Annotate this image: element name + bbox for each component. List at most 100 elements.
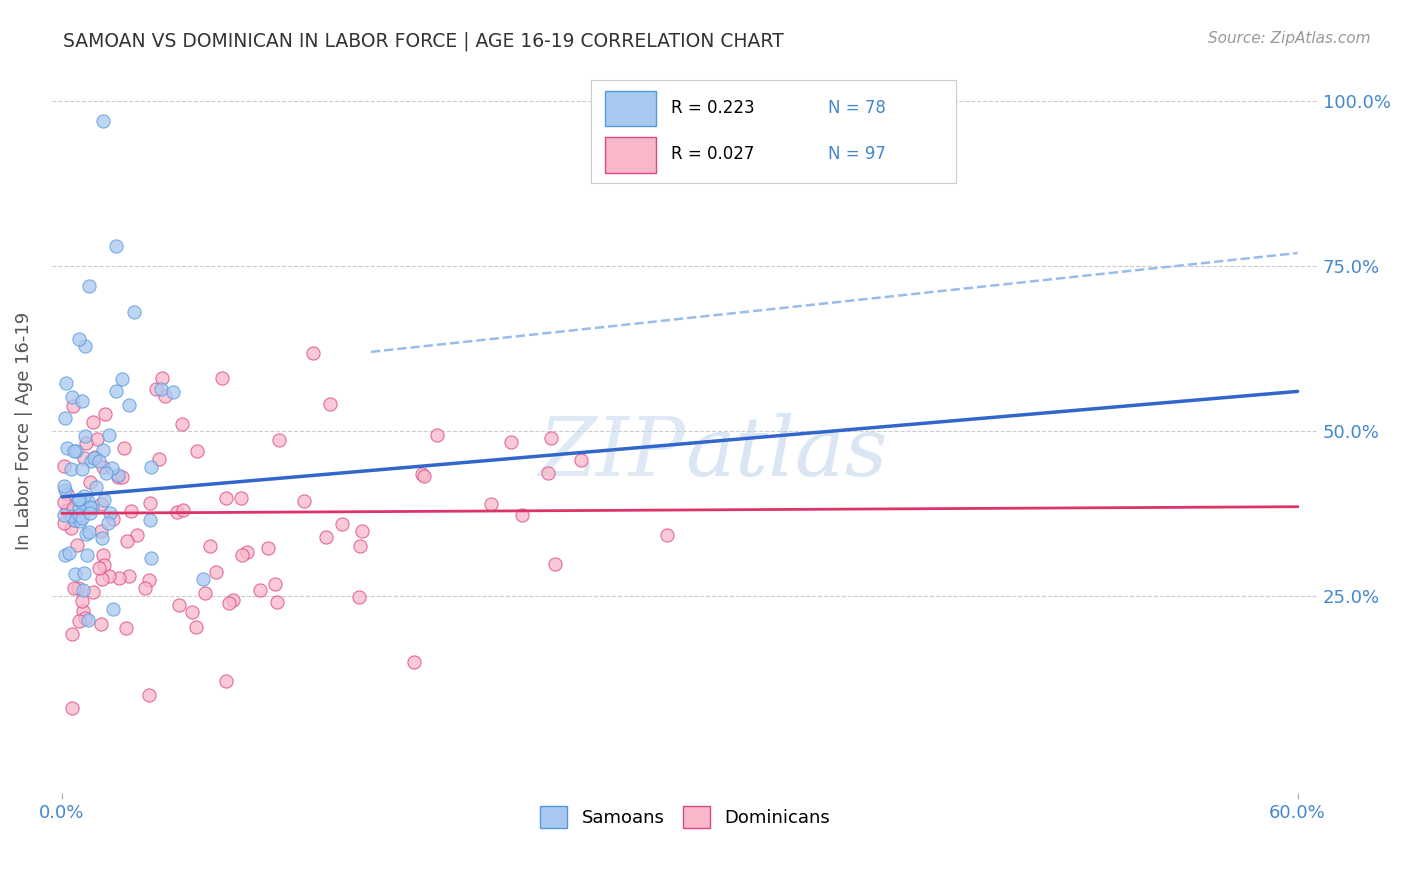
Point	[75, 526, 97, 541]
Point	[537, 466, 560, 480]
Point	[82, 584, 104, 599]
Point	[62, 513, 84, 527]
Point	[499, 435, 522, 450]
Point	[75, 429, 97, 443]
Point	[347, 590, 370, 604]
Point	[63, 581, 86, 595]
Point	[53, 479, 76, 493]
Point	[73, 339, 96, 353]
Point	[139, 551, 162, 566]
Point	[75, 435, 97, 450]
Point	[93, 407, 115, 421]
Point	[80, 454, 103, 468]
Point	[267, 433, 290, 447]
Point	[162, 385, 184, 400]
Point	[186, 444, 208, 458]
Point	[91, 443, 114, 458]
Point	[62, 400, 84, 414]
Point	[249, 582, 271, 597]
Point	[79, 500, 101, 514]
Point	[97, 516, 120, 530]
Point	[53, 508, 76, 523]
Point	[292, 493, 315, 508]
Point	[63, 567, 86, 582]
Point	[205, 566, 228, 580]
Point	[63, 444, 86, 458]
Text: R = 0.027: R = 0.027	[671, 145, 754, 163]
Point	[301, 346, 323, 360]
Point	[139, 513, 162, 527]
Point	[319, 396, 342, 410]
Point	[150, 382, 173, 396]
Point	[412, 469, 434, 483]
Point	[90, 531, 112, 545]
Point	[67, 508, 90, 522]
Point	[83, 450, 105, 465]
Point	[90, 497, 112, 511]
Point	[91, 548, 114, 562]
Point	[655, 528, 678, 542]
Point	[145, 382, 167, 396]
Text: ZIP: ZIP	[538, 413, 685, 492]
Point	[73, 611, 96, 625]
Text: R = 0.223: R = 0.223	[671, 99, 755, 117]
Point	[544, 558, 567, 572]
Point	[67, 501, 90, 516]
Point	[72, 462, 94, 476]
Point	[98, 428, 121, 442]
Point	[73, 450, 96, 465]
Point	[67, 491, 90, 506]
Point	[79, 475, 101, 489]
Point	[139, 460, 162, 475]
Point	[112, 442, 135, 456]
Point	[101, 460, 124, 475]
Point	[117, 534, 139, 549]
Point	[70, 594, 93, 608]
Point	[98, 506, 121, 520]
Text: N = 78: N = 78	[828, 99, 886, 117]
Point	[67, 581, 90, 595]
Point	[118, 569, 141, 583]
Point	[53, 516, 76, 530]
Text: atlas: atlas	[685, 413, 887, 492]
Point	[266, 595, 288, 609]
Legend: Samoans, Dominicans: Samoans, Dominicans	[533, 798, 837, 835]
Point	[73, 489, 96, 503]
Point	[82, 416, 104, 430]
Point	[59, 461, 82, 475]
Point	[139, 496, 162, 510]
Point	[193, 572, 215, 586]
Point	[55, 487, 77, 501]
Point	[235, 545, 257, 559]
Point	[569, 453, 592, 467]
Point	[90, 524, 112, 539]
Point	[72, 497, 94, 511]
Point	[76, 549, 98, 563]
Point	[62, 501, 84, 516]
Point	[60, 627, 83, 641]
Point	[101, 512, 124, 526]
Point	[93, 492, 115, 507]
Point	[264, 577, 287, 591]
Point	[56, 441, 79, 455]
Point	[510, 508, 533, 522]
Point	[67, 614, 90, 628]
Point	[107, 571, 129, 585]
Point	[76, 613, 98, 627]
Point	[194, 586, 217, 600]
Point	[105, 384, 128, 399]
Point	[111, 372, 134, 386]
Point	[72, 604, 94, 618]
Point	[60, 700, 83, 714]
Point	[181, 605, 204, 619]
Point	[107, 468, 129, 483]
Point	[80, 501, 103, 516]
Text: N = 97: N = 97	[828, 145, 886, 163]
Point	[170, 417, 193, 431]
Text: SAMOAN VS DOMINICAN IN LABOR FORCE | AGE 16-19 CORRELATION CHART: SAMOAN VS DOMINICAN IN LABOR FORCE | AGE…	[63, 31, 785, 51]
Point	[55, 376, 77, 391]
Point	[120, 503, 142, 517]
Point	[150, 371, 173, 385]
Point	[70, 394, 93, 409]
Point	[257, 541, 280, 556]
